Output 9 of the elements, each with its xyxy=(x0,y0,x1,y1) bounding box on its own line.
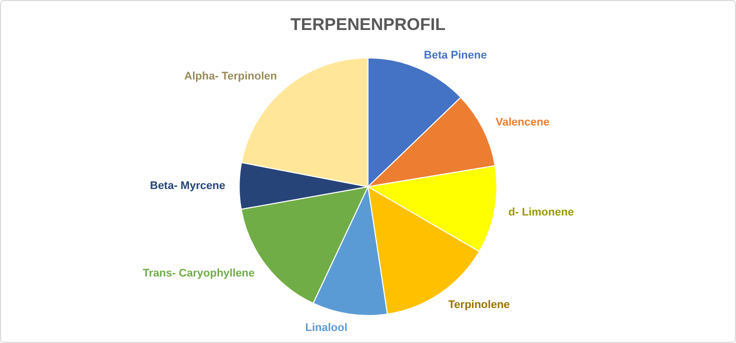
slice-label: Terpinolene xyxy=(448,298,510,311)
slice-label: Alpha- Terpinolen xyxy=(184,70,278,83)
slice-label: Linalool xyxy=(305,322,348,334)
slice-label: Beta Pinene xyxy=(424,49,487,62)
slice-label: d- Limonene xyxy=(508,206,574,219)
slice-label: Valencene xyxy=(496,116,550,129)
slice-label: Trans- Caryophyllene xyxy=(142,268,255,280)
slice-label: Beta- Myrcene xyxy=(150,180,226,192)
chart-title: TERPENENPROFIL xyxy=(290,14,446,34)
